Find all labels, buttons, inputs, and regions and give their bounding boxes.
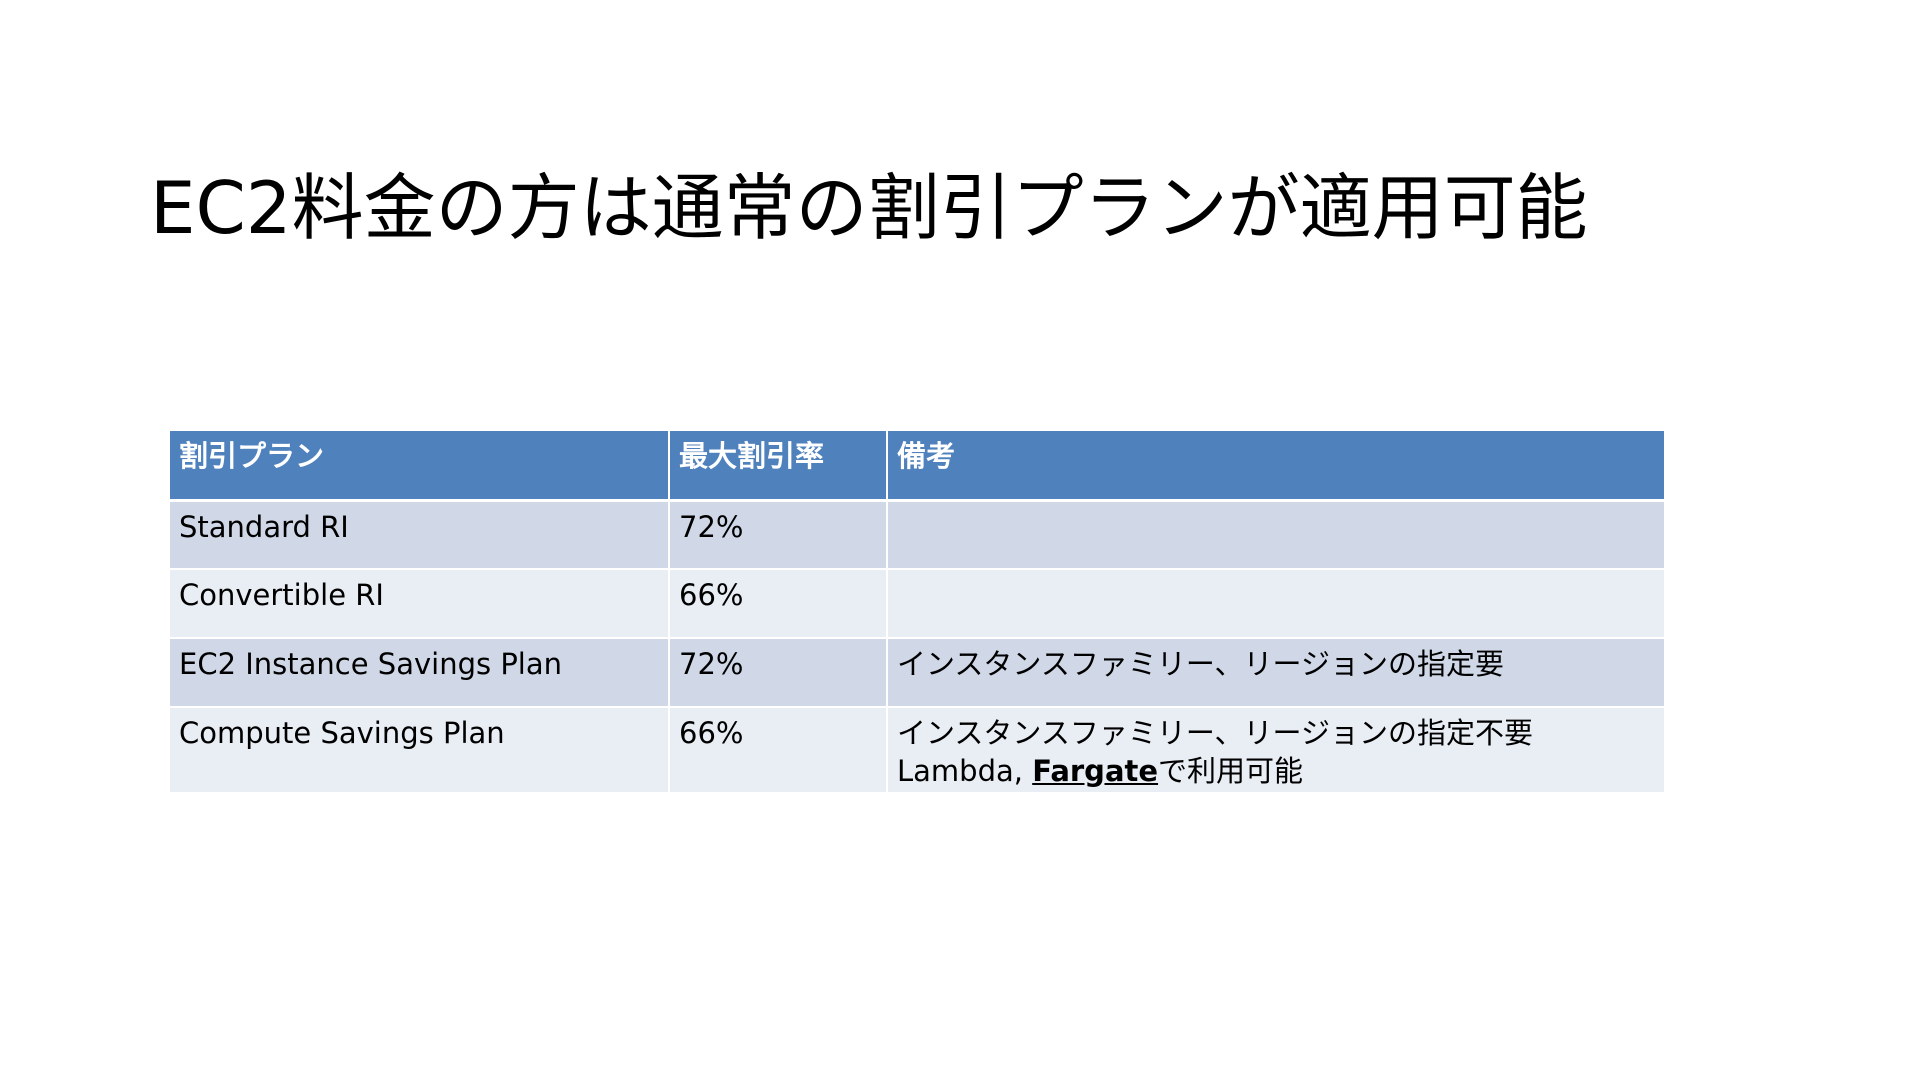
note-suffix: で利用可能 <box>1158 754 1304 788</box>
discount-plan-table: 割引プラン 最大割引率 備考 Standard RI 72% Convertib… <box>170 431 1664 794</box>
table-row: Standard RI 72% <box>170 500 1664 570</box>
cell-note: インスタンスファミリー、リージョンの指定要 <box>887 638 1664 708</box>
note-line-2: Lambda, Fargateで利用可能 <box>897 752 1655 790</box>
header-note: 備考 <box>887 431 1664 502</box>
header-plan: 割引プラン <box>170 431 670 502</box>
cell-rate: 72% <box>669 500 888 570</box>
cell-rate: 66% <box>669 569 888 639</box>
cell-rate: 66% <box>669 707 888 794</box>
cell-plan: Standard RI <box>170 500 670 570</box>
cell-note <box>887 569 1664 639</box>
cell-rate: 72% <box>669 638 888 708</box>
note-line-1: インスタンスファミリー、リージョンの指定不要 <box>897 716 1533 750</box>
cell-plan: Compute Savings Plan <box>170 707 670 794</box>
cell-note: インスタンスファミリー、リージョンの指定不要 Lambda, Fargateで利… <box>887 707 1664 794</box>
slide-title: EC2料金の方は通常の割引プランが適用可能 <box>150 166 1588 250</box>
header-rate: 最大割引率 <box>669 431 888 502</box>
table-row: EC2 Instance Savings Plan 72% インスタンスファミリ… <box>170 638 1664 708</box>
table-header-row: 割引プラン 最大割引率 備考 <box>170 431 1664 502</box>
table-row: Compute Savings Plan 66% インスタンスファミリー、リージ… <box>170 707 1664 794</box>
table-row: Convertible RI 66% <box>170 569 1664 639</box>
fargate-link[interactable]: Fargate <box>1032 754 1159 788</box>
cell-plan: Convertible RI <box>170 569 670 639</box>
cell-note <box>887 500 1664 570</box>
cell-plan: EC2 Instance Savings Plan <box>170 638 670 708</box>
note-prefix: Lambda, <box>897 754 1033 788</box>
